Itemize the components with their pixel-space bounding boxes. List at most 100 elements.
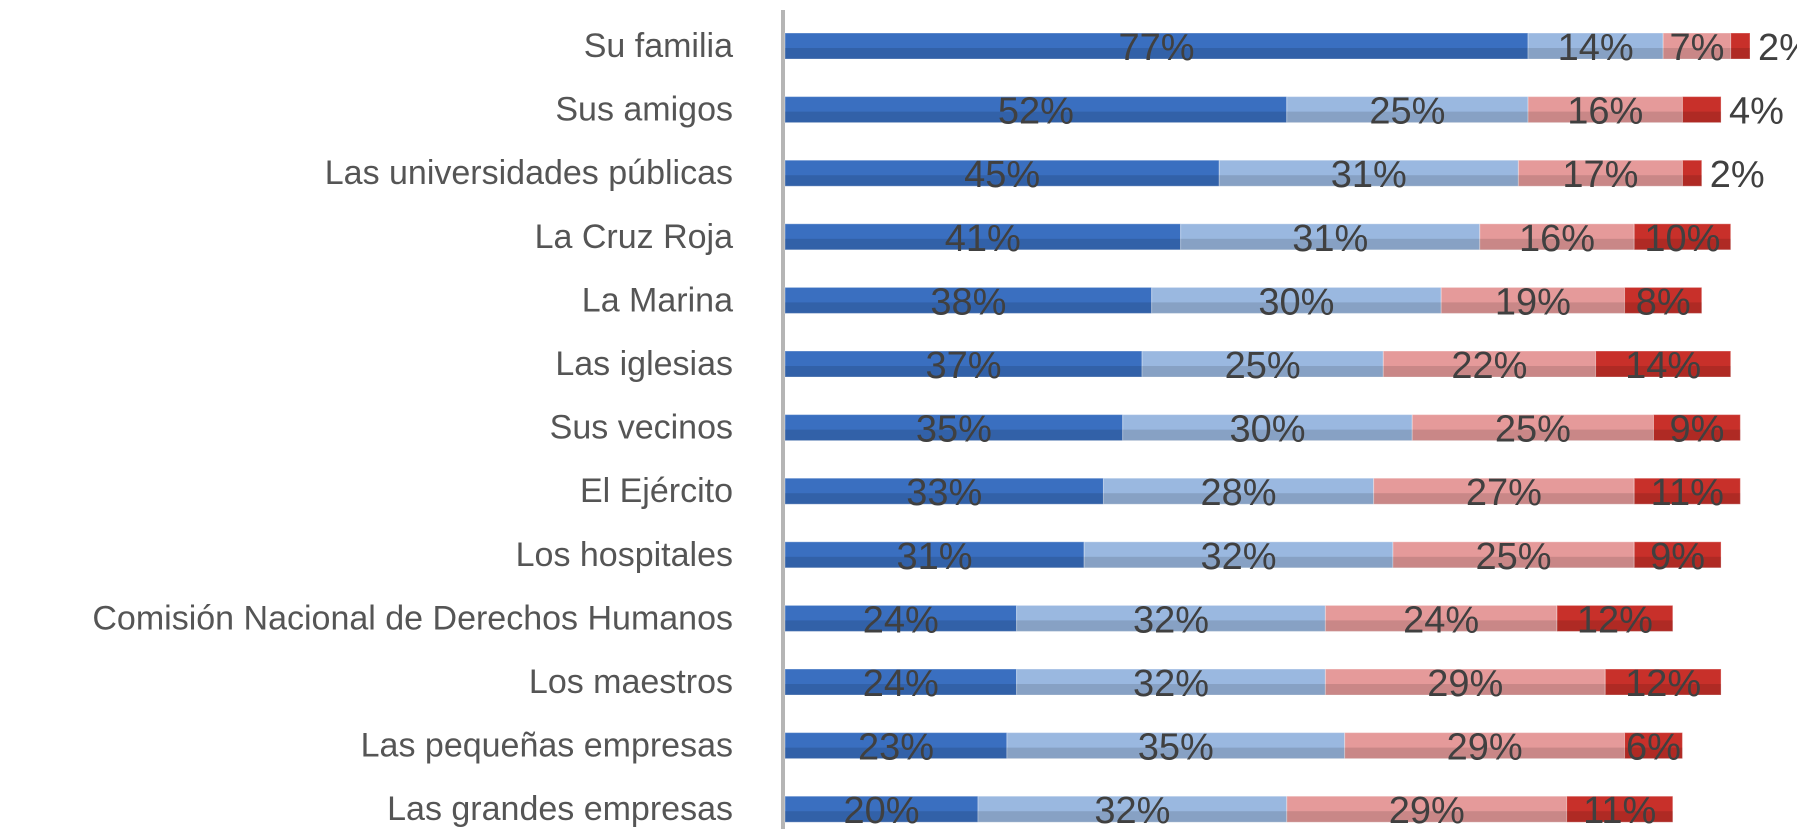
bar-segment <box>1102 477 1375 505</box>
value-label: 31% <box>1331 154 1407 196</box>
y-tick-label: Las grandes empresas <box>387 790 733 828</box>
value-label: 29% <box>1389 790 1465 829</box>
value-label: 25% <box>1495 409 1571 451</box>
value-label: 31% <box>897 536 973 578</box>
bar-shade <box>785 238 1181 250</box>
bar-shade <box>1730 48 1750 59</box>
bar-segment <box>784 604 1018 632</box>
value-label: 11% <box>1651 472 1724 514</box>
bar-shade <box>785 556 1085 568</box>
value-label: 31% <box>1292 218 1368 260</box>
y-tick-label: El Ejército <box>580 472 733 510</box>
value-label: 2% <box>1710 154 1765 196</box>
bar-segment <box>1517 159 1683 187</box>
value-label: 12% <box>1577 599 1653 641</box>
value-label: 27% <box>1466 472 1542 514</box>
bar-shade <box>1286 111 1529 123</box>
bar-segment <box>1527 32 1664 60</box>
value-label: 29% <box>1447 727 1523 769</box>
bar-segment <box>784 541 1085 569</box>
value-label: 16% <box>1519 218 1595 260</box>
value-label: 17% <box>1562 154 1638 196</box>
bar-segment <box>1006 732 1346 760</box>
bar-shade <box>785 48 1529 59</box>
bar-segment <box>1016 604 1326 632</box>
y-tick-label: Comisión Nacional de Derechos Humanos <box>92 599 733 637</box>
bar-segment <box>1016 668 1326 696</box>
bar-segment <box>784 350 1143 378</box>
bar-shade <box>785 747 1007 759</box>
bar-segment <box>1141 350 1384 378</box>
bar-shade <box>1605 684 1722 695</box>
value-label: 32% <box>1201 536 1277 578</box>
value-label: 4% <box>1729 91 1784 133</box>
bar-shade <box>1103 493 1374 505</box>
bar-shade <box>785 684 1017 695</box>
bar-segment <box>1633 477 1741 505</box>
value-label: 25% <box>1225 345 1301 387</box>
bar-shade <box>785 493 1104 505</box>
bar-segment <box>1392 541 1635 569</box>
bar-shade <box>1016 620 1326 632</box>
value-label: 33% <box>906 472 982 514</box>
value-label: 7% <box>1669 27 1724 69</box>
value-label: 14% <box>1625 345 1701 387</box>
bar-shade <box>785 175 1220 187</box>
bar-shade <box>1479 238 1635 250</box>
y-tick-label: Sus amigos <box>555 91 733 129</box>
bar-segment <box>977 795 1288 823</box>
bar-shade <box>1084 556 1393 568</box>
value-label: 10% <box>1644 218 1720 260</box>
bar-shade <box>1663 48 1731 59</box>
value-label: 25% <box>1369 91 1445 133</box>
bar-segment <box>1633 541 1722 569</box>
bar-shade <box>1151 302 1442 314</box>
bar-shade <box>1566 811 1673 823</box>
bar-shade <box>1373 493 1635 505</box>
bar-shade <box>978 811 1287 823</box>
value-label: 38% <box>930 281 1006 323</box>
bar-segment <box>1604 668 1722 696</box>
value-label: 30% <box>1229 409 1305 451</box>
bar-shade <box>1383 366 1596 377</box>
y-tick-label: La Cruz Roja <box>535 218 734 256</box>
value-label: 9% <box>1650 536 1705 578</box>
bar-segment <box>1382 350 1597 378</box>
value-label: 8% <box>1636 281 1691 323</box>
bar-shade <box>1634 556 1722 568</box>
bar-shade <box>785 811 978 823</box>
bar-segment <box>1324 604 1558 632</box>
value-label: 32% <box>1094 790 1170 829</box>
bar-shade <box>1392 556 1635 568</box>
bar-shade <box>1682 175 1702 187</box>
bar-shade <box>1624 747 1683 759</box>
bar-shade <box>1344 747 1625 759</box>
value-label: 37% <box>925 345 1001 387</box>
bar-shade <box>1412 429 1654 441</box>
y-tick-label: Los maestros <box>529 663 733 701</box>
value-label: 12% <box>1625 663 1701 705</box>
value-label: 29% <box>1427 663 1503 705</box>
bar-segment <box>1479 223 1635 251</box>
bar-segment <box>1624 286 1703 314</box>
value-label: 35% <box>1138 727 1214 769</box>
bar-shade <box>1528 111 1683 123</box>
bar-segment <box>1527 96 1683 124</box>
value-label: 11% <box>1583 790 1656 829</box>
value-label: 25% <box>1476 536 1552 578</box>
value-label: 32% <box>1133 663 1209 705</box>
y-tick-label: Las universidades públicas <box>325 154 733 192</box>
bar-segment <box>1286 96 1529 124</box>
y-tick-label: Su familia <box>584 27 733 65</box>
bar-segment <box>784 795 979 823</box>
bar-segment <box>784 732 1008 760</box>
bar-segment <box>1730 32 1751 60</box>
bar-segment <box>1595 350 1732 378</box>
bar-shade <box>1142 366 1384 377</box>
bar-shade <box>785 302 1152 314</box>
value-label: 9% <box>1669 409 1724 451</box>
bar-shade <box>1219 175 1519 187</box>
bar-segment <box>1180 223 1481 251</box>
value-label: 19% <box>1495 281 1571 323</box>
